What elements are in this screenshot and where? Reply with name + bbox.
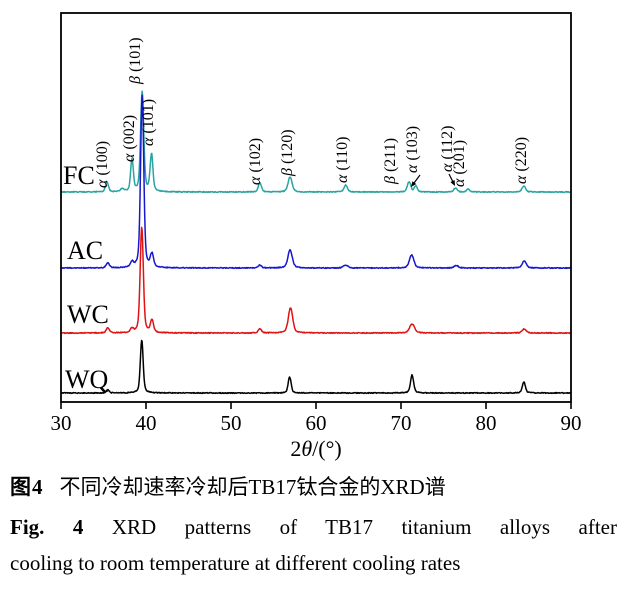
x-tick-label: 40 — [136, 411, 157, 435]
peak-label: α (201) — [451, 140, 468, 187]
x-tick-label: 70 — [391, 411, 412, 435]
x-tick-label: 60 — [306, 411, 327, 435]
peak-label: β (101) — [127, 37, 144, 85]
peak-label: α (002) — [121, 115, 138, 162]
xrd-curve-WQ — [60, 339, 572, 395]
peak-label: α (101) — [140, 99, 157, 146]
caption-chinese-text: 不同冷却速率冷却后TB17钛合金的XRD谱 — [59, 475, 446, 499]
caption-chinese-number: 图4 — [10, 475, 44, 499]
curve-label-FC: FC — [63, 161, 95, 190]
xrd-curve-FC — [60, 90, 572, 194]
caption-english-line1: Fig. 4 XRD patterns of TB17 titanium all… — [10, 514, 617, 540]
xrd-curve-WC — [60, 226, 572, 335]
curve-label-AC: AC — [67, 236, 103, 265]
x-axis-title: 2θ/(°) — [290, 436, 341, 461]
x-tick-label: 50 — [221, 411, 242, 435]
peak-label: α (102) — [247, 138, 264, 185]
figure-caption: 图4 不同冷却速率冷却后TB17钛合金的XRD谱 Fig. 4 XRD patte… — [0, 474, 627, 576]
peak-label: α (103) — [404, 126, 421, 173]
peak-label: α (110) — [334, 137, 351, 183]
caption-english-line2: cooling to room temperature at different… — [10, 550, 617, 576]
x-tick-label: 90 — [561, 411, 582, 435]
peak-label: α (100) — [94, 141, 111, 188]
curve-label-WC: WC — [67, 300, 109, 329]
peak-label: α (112) — [439, 126, 456, 172]
x-tick-label: 80 — [476, 411, 497, 435]
peak-label: β (211) — [382, 138, 399, 185]
peak-label: β (120) — [279, 129, 296, 177]
x-tick-label: 30 — [51, 411, 72, 435]
xrd-chart: 30 40 50 60 70 80 90 2θ/(°) FC AC WC WQ α (100) α (00… — [51, 12, 582, 461]
curve-label-WQ: WQ — [65, 365, 109, 394]
caption-english-number: Fig. 4 — [10, 515, 84, 539]
caption-english-text2: cooling to room temperature at different… — [10, 551, 461, 575]
caption-chinese: 图4 不同冷却速率冷却后TB17钛合金的XRD谱 — [10, 474, 617, 500]
annotation-arrowhead — [450, 180, 455, 186]
peak-label: α (220) — [513, 137, 530, 184]
caption-english-text1: XRD patterns of TB17 titanium alloys aft… — [111, 515, 617, 539]
xrd-curve-AC — [60, 94, 572, 270]
annotation-arrowhead — [411, 181, 417, 187]
